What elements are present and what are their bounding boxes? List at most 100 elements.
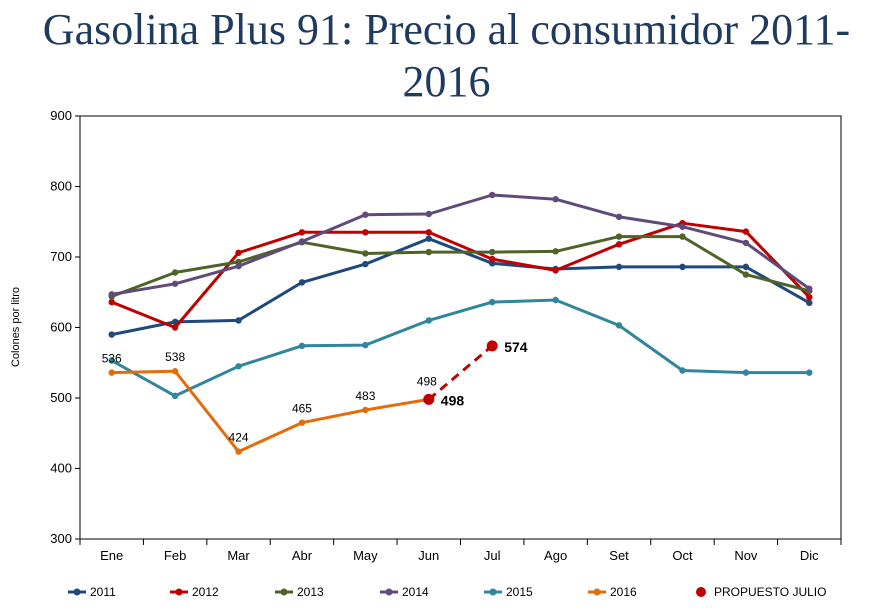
- legend-label: 2013: [297, 585, 324, 599]
- data-point-2014: 2014 May: 760: [362, 211, 369, 218]
- data-point-2015: 2015 Ago: 639: [552, 296, 559, 304]
- series-line-2015: [110, 298, 810, 398]
- y-axis-title: Colones por litro: [10, 287, 22, 367]
- data-point-2011: 2011 Nov: 686: [742, 263, 750, 271]
- data-point-2016: 2016 Abr: 465: [298, 419, 306, 426]
- data-label-2016: 483: [355, 389, 375, 403]
- chart-title-line-2: 2016: [402, 57, 491, 106]
- data-point-2012: 2012 Dic: 643: [806, 293, 813, 301]
- data-point-2012: 2012 Feb: 600: [171, 324, 179, 331]
- data-point-2011: 2011 Oct: 686: [679, 263, 686, 271]
- x-tick-label: Mar: [227, 548, 250, 563]
- legend-label: 2016: [610, 585, 637, 599]
- data-point-2014: 2014 Feb: 662: [171, 280, 179, 287]
- plot-frame: [79, 115, 842, 540]
- series-2012: 2012 Ene: 636 2012 Feb: 600 2012 Mar: 706 2…: [108, 219, 813, 331]
- data-point-2011: 2011 Ene: 590: [108, 331, 115, 338]
- legend-label: 2011: [90, 585, 116, 599]
- x-tick-label: Ago: [544, 548, 567, 563]
- data-point-2016: 2016 Feb: 538: [171, 368, 179, 375]
- data-point-2014: 2014 Jul: 788: [489, 191, 496, 199]
- data-point-2012: 2012 Abr: 735: [298, 229, 306, 236]
- data-point-2012: 2012 Jun: 735: [425, 229, 432, 236]
- data-point-2011: 2011 May: 690: [362, 260, 369, 268]
- data-point-2012: 2012 Nov: 736: [742, 228, 750, 235]
- x-tick-label: Oct: [672, 548, 693, 563]
- legend-item-2013: 2013: [275, 585, 324, 599]
- x-tick-label: May: [353, 548, 378, 563]
- chart-axes: 300 400 500 600 700 800 900 Ene Feb Mar Abr May Jun J…: [50, 108, 842, 563]
- data-point-2014: 2014 Mar: 687: [235, 262, 242, 270]
- legend-item-2016: 2016: [588, 585, 637, 599]
- legend-swatch-marker: [73, 588, 81, 596]
- data-point-2014: 2014 Nov: 720: [742, 239, 750, 247]
- data-point-2014: 2014 Ene: 647: [108, 291, 115, 298]
- series-line-2013: [111, 235, 810, 298]
- data-point-propuesto-julio: PROPUESTO JULIO Jul: 574: [486, 340, 498, 352]
- legend: 2011 2012 2013 2014 2015 2016 PROPUESTO JULIO: [68, 585, 826, 599]
- x-tick-label: Ene: [100, 548, 123, 563]
- data-point-2013: 2013 May: 705: [362, 250, 369, 257]
- data-point-2016: 2016 Ene: 536: [108, 369, 115, 376]
- legend-item-2015: 2015: [484, 585, 533, 599]
- data-point-2012: 2012 Ago: 681: [552, 267, 559, 274]
- data-point-2015: 2015 Feb: 503: [171, 392, 179, 400]
- data-point-2015: 2015 Oct: 539: [679, 367, 686, 374]
- data-point-2012: 2012 Mar: 706: [235, 249, 242, 256]
- y-tick-label: 900: [50, 108, 72, 123]
- legend-swatch-marker: [175, 588, 183, 596]
- data-point-2014: 2014 Set: 757: [615, 213, 623, 221]
- series-line-propuesto-julio: [427, 344, 494, 401]
- data-label-2016: 538: [165, 350, 185, 364]
- data-point-2011: 2011 Set: 686: [615, 263, 623, 271]
- legend-swatch-marker: [385, 588, 393, 596]
- legend-item-2011: 2011: [68, 585, 116, 599]
- data-label-propuesto-julio: 498: [441, 392, 465, 408]
- chart-title: Gasolina Plus 91: Precio al consumidor 2…: [0, 4, 893, 108]
- data-point-2013: 2013 Jun: 707: [425, 248, 432, 256]
- x-tick-label: Feb: [164, 548, 186, 563]
- data-point-2014: 2014 Oct: 743: [679, 223, 686, 230]
- data-point-2013: 2013 Feb: 678: [171, 269, 179, 276]
- y-tick-label: 500: [50, 390, 72, 405]
- data-point-2016: 2016 May: 483: [362, 406, 369, 414]
- data-point-2013: 2013 Set: 729: [615, 233, 623, 240]
- data-label-2016: 424: [229, 431, 249, 445]
- legend-label: 2014: [402, 585, 429, 599]
- x-tick-label: Dic: [800, 548, 819, 563]
- legend-swatch-marker: [696, 587, 706, 597]
- series-2014: 2014 Ene: 647 2014 Feb: 662 2014 Mar: 687 2…: [108, 191, 813, 298]
- legend-label: 2015: [506, 585, 533, 599]
- data-point-2014: 2014 Abr: 722: [298, 238, 306, 245]
- data-point-2016: 2016 Mar: 424: [235, 448, 242, 455]
- data-point-2014: 2014 Jun: 761: [425, 210, 432, 218]
- y-tick-label: 800: [50, 179, 72, 194]
- series-propuesto-julio: PROPUESTO JULIO Jun: 498 PROPUESTO JULIO …: [423, 340, 498, 405]
- data-point-2013: 2013 Oct: 729: [679, 233, 686, 240]
- series-line-2016: [111, 369, 430, 454]
- legend-item-2012: 2012: [170, 585, 219, 599]
- legend-item-propuesto-julio: PROPUESTO JULIO: [696, 585, 826, 599]
- data-point-2011: 2011 Jun: 726: [425, 235, 432, 242]
- x-tick-label: Nov: [734, 548, 758, 563]
- data-point-2012: 2012 Jul: 697: [489, 255, 496, 263]
- y-tick-label: 700: [50, 249, 72, 264]
- legend-swatch-marker: [280, 588, 288, 596]
- legend-swatch-marker: [593, 588, 601, 596]
- data-labels-layer: 536 538 424 465 483 498 498 574: [102, 339, 528, 445]
- data-point-2012: 2012 May: 735: [362, 229, 369, 236]
- data-point-2013: 2013 Nov: 675: [742, 271, 750, 278]
- data-point-2011: 2011 Abr: 664: [298, 279, 306, 286]
- data-point-2015: 2015 Mar: 545: [235, 363, 242, 370]
- legend-label: 2012: [192, 585, 219, 599]
- data-point-2011: 2011 Mar: 610: [235, 317, 242, 324]
- chart-title-line-1: Gasolina Plus 91: Precio al consumidor 2…: [42, 5, 851, 54]
- x-tick-label: Set: [609, 548, 629, 563]
- x-tick-label: Jun: [418, 548, 439, 563]
- series-layer: 2011 Ene: 5902011 Feb: 6082011 Mar: 6102…: [108, 191, 813, 455]
- data-point-2012: 2012 Ene: 636: [108, 298, 115, 306]
- legend-label: PROPUESTO JULIO: [714, 585, 826, 599]
- legend-swatch-marker: [489, 588, 497, 596]
- y-tick-label: 600: [50, 320, 72, 335]
